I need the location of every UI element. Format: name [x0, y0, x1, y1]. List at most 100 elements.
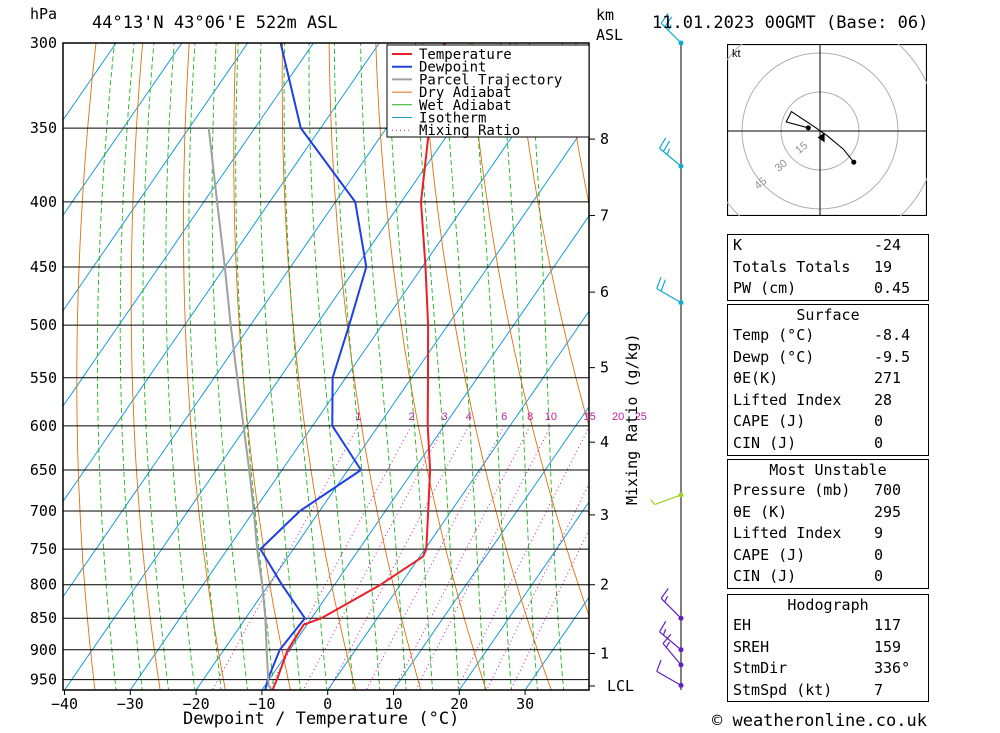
mixing-ratio-label: 4 — [466, 411, 472, 423]
hodo-value: 336° — [874, 659, 911, 678]
mixing-ratio-label: 3 — [441, 411, 447, 423]
mu-value: 295 — [874, 502, 902, 521]
most-unstable-table: Most Unstable Pressure (mb) 700 θE (K) 295… — [727, 459, 929, 589]
isotherm-line — [327, 310, 589, 690]
pressure-tick-label: 550 — [30, 369, 57, 387]
hodograph-unit-label: kt — [732, 48, 741, 60]
wind-barb-feather — [662, 628, 667, 636]
surface-key: CIN (J) — [733, 433, 797, 452]
wind-barb — [659, 147, 682, 167]
wet-adiabat-line — [471, 43, 512, 690]
pressure-tick-label: 700 — [30, 502, 57, 520]
hodograph-trace — [785, 110, 855, 163]
surface-title: Surface — [796, 306, 860, 324]
dry-adiabat-line — [130, 43, 161, 690]
wet-adiabat-line — [96, 43, 117, 690]
wind-barb-feather — [660, 588, 669, 599]
mixing-ratio-label: 25 — [635, 411, 647, 423]
surface-key: Dewp (°C) — [733, 347, 815, 366]
mixing-ratio-line — [415, 425, 552, 690]
mu-value: 0 — [874, 567, 884, 586]
km-tick-label: 4 — [600, 433, 609, 451]
hodograph-point — [851, 159, 857, 165]
wet-adiabat-line — [119, 43, 143, 690]
isotherm-line — [458, 501, 589, 690]
dry-adiabat-line — [561, 43, 589, 207]
dry-adiabat-line — [233, 43, 291, 690]
dry-adiabat-line — [515, 43, 589, 428]
km-tick-label: 5 — [600, 359, 609, 377]
isotherm-line — [63, 43, 183, 217]
plot-frame — [62, 42, 590, 691]
mixing-ratio-axis-title: Mixing Ratio (g/kg) — [623, 333, 641, 505]
surface-key: Temp (°C) — [733, 326, 815, 344]
km-axis-unit: km — [596, 6, 615, 24]
station-location: 44°13'N 43°06'E 522m ASL — [92, 13, 338, 33]
mixing-ratio-line — [510, 529, 589, 690]
dry-adiabat-line — [468, 43, 589, 618]
dry-adiabat-line — [935, 43, 1000, 690]
pressure-tick-label: 750 — [30, 540, 57, 558]
mu-key: CIN (J) — [733, 567, 797, 586]
surface-value: -9.5 — [874, 347, 911, 366]
pressure-tick-label: 300 — [30, 34, 57, 52]
sounding-datetime: 11.01.2023 00GMT (Base: 06) — [652, 13, 929, 33]
pressure-tick-label: 350 — [30, 119, 57, 137]
hodo-key: EH — [733, 616, 752, 634]
mu-key: Lifted Index — [733, 524, 842, 543]
temperature-tick-label: −30 — [117, 695, 144, 713]
hodo-value: 117 — [874, 616, 902, 634]
dry-adiabat-line — [421, 43, 552, 690]
temperature-tick-label: 20 — [450, 695, 468, 713]
mixing-ratio-line — [302, 425, 445, 690]
wet-adiabat-line — [308, 43, 354, 690]
hodograph-title: Hodograph — [787, 596, 869, 614]
isotherm-line — [261, 215, 589, 690]
pressure-tick-label: 400 — [30, 193, 57, 211]
hodograph-table: Hodograph EH 117 SREH 159 StmDir 336° StmSp… — [727, 594, 929, 703]
wet-adiabat-line — [142, 43, 169, 690]
mu-key: Pressure (mb) — [733, 481, 851, 499]
isotherm-line — [63, 43, 314, 407]
isotherm-line — [195, 119, 589, 690]
wind-barb — [656, 670, 682, 686]
x-axis-title: Dewpoint / Temperature (°C) — [183, 709, 460, 729]
wind-barb-feather — [660, 279, 666, 292]
copyright-link[interactable]: © weatheronline.co.uk — [712, 711, 927, 731]
temperature-tick-label: 30 — [516, 695, 534, 713]
wet-adiabat-line — [211, 43, 248, 690]
wet-adiabat-line — [528, 43, 565, 690]
mixing-ratio-label: 6 — [501, 411, 507, 423]
mixing-ratio-line — [456, 426, 589, 690]
mixing-ratio-line — [268, 425, 413, 690]
dewpoint-curve — [259, 43, 368, 690]
legend-entry: Temperature — [419, 47, 512, 63]
isotherm-line — [63, 43, 117, 121]
pressure-tick-label: 450 — [30, 258, 57, 276]
mu-value: 0 — [874, 545, 884, 564]
mixing-ratio-line — [328, 425, 470, 690]
wind-barb — [660, 597, 682, 619]
dry-adiabat-line — [281, 43, 357, 690]
wind-barb-feather — [666, 148, 671, 155]
surface-key: Lifted Index — [733, 390, 842, 409]
wet-adiabat-line — [235, 43, 275, 690]
wind-barb-feather — [656, 276, 662, 289]
wet-adiabat-line — [165, 43, 196, 690]
dry-adiabat-line — [0, 43, 3, 690]
legend-entry: Mixing Ratio — [419, 123, 520, 139]
wet-adiabat-line — [333, 43, 381, 690]
mu-value: 700 — [874, 481, 902, 499]
dry-adiabat-line — [328, 43, 422, 690]
mixing-ratio-label: 15 — [584, 411, 596, 423]
mixing-ratio-label: 2 — [409, 411, 415, 423]
pressure-tick-label: 950 — [30, 671, 57, 689]
dry-adiabat-line — [375, 43, 487, 690]
index-row-k: K -24 — [733, 236, 902, 254]
wind-barb-feather — [660, 12, 669, 24]
wind-barb-feather — [650, 499, 656, 505]
wind-barb-feather — [664, 16, 673, 28]
isotherm-line — [63, 43, 380, 503]
temperature-tick-label: 10 — [384, 695, 402, 713]
